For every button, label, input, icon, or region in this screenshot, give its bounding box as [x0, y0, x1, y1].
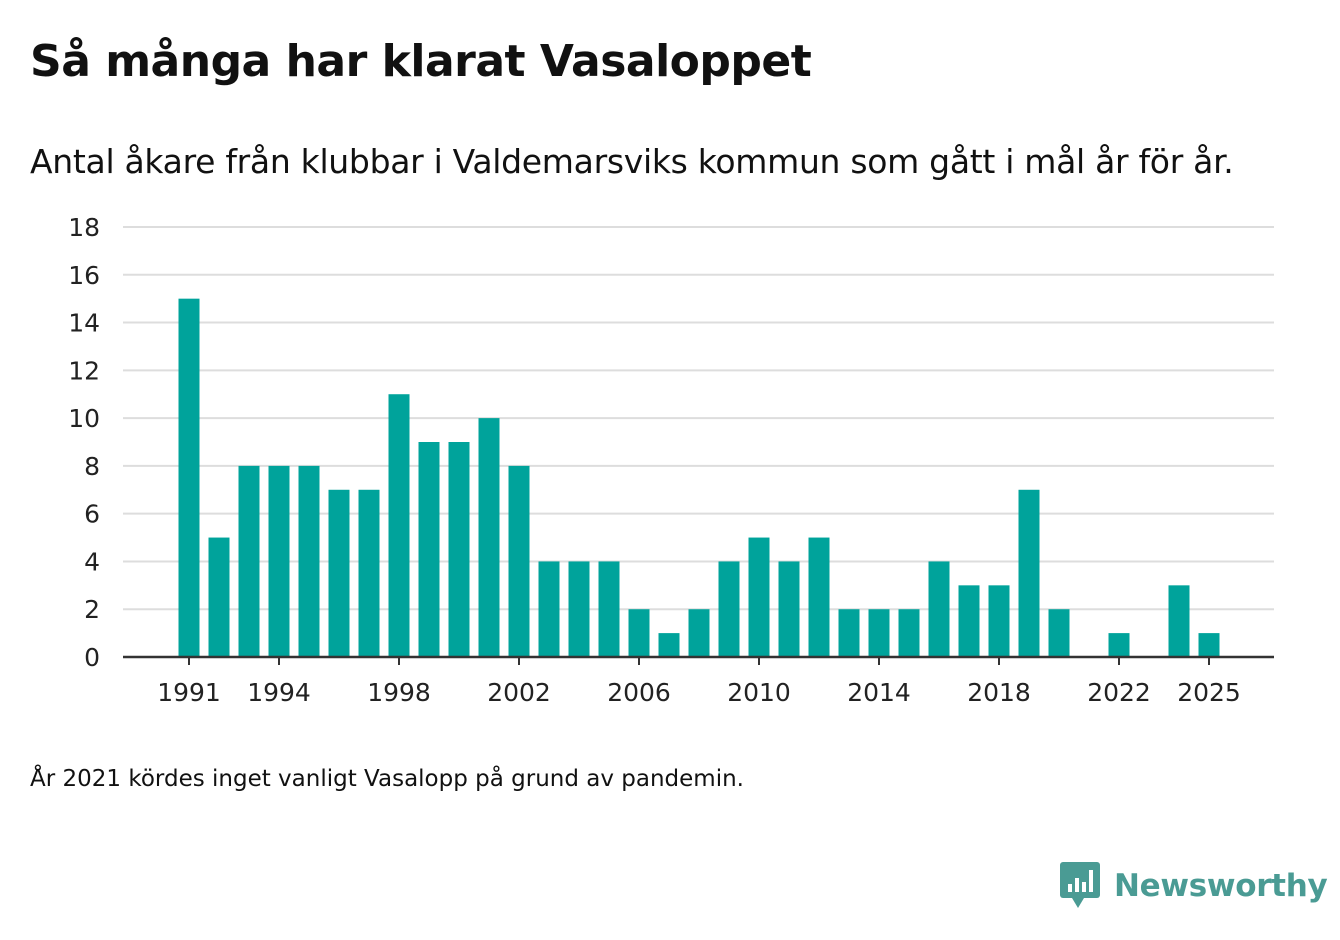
y-tick-label: 2 — [84, 595, 100, 624]
gridlines — [123, 226, 1274, 611]
bar-2015 — [898, 609, 920, 657]
x-tick-label: 2014 — [847, 678, 911, 707]
bar-2018 — [988, 585, 1010, 657]
x-tick-label: 2006 — [607, 678, 671, 707]
x-tick-label: 2022 — [1087, 678, 1151, 707]
chart-title: Så många har klarat Vasaloppet — [30, 36, 812, 87]
bar-1992 — [208, 537, 230, 657]
bar-chart: 0 2 4 6 8 10 12 14 16 18 1991 1994 1998 2002 2006 2010 2… — [68, 213, 1274, 707]
bar-1995 — [298, 465, 320, 657]
bar-2024 — [1168, 585, 1190, 657]
y-tick-label: 18 — [68, 213, 100, 242]
bar-2004 — [568, 561, 590, 657]
bar-2011 — [778, 561, 800, 657]
bar-1997 — [358, 489, 380, 657]
bar-2013 — [838, 609, 860, 657]
bar-1996 — [328, 489, 350, 657]
bar-2016 — [928, 561, 950, 657]
bar-2007 — [658, 633, 680, 657]
bar-2014 — [868, 609, 890, 657]
x-tick-label: 1998 — [367, 678, 431, 707]
axes: 0 2 4 6 8 10 12 14 16 18 1991 1994 1998 2002 2006 2010 2… — [68, 213, 1274, 707]
brand-name: Newsworthy — [1114, 868, 1328, 904]
bar-2008 — [688, 609, 710, 657]
x-tick-label: 2010 — [727, 678, 791, 707]
chart-footnote: År 2021 kördes inget vanligt Vasalopp på… — [30, 766, 744, 792]
bar-2009 — [718, 561, 740, 657]
x-tick-label: 1994 — [247, 678, 311, 707]
y-tick-label: 16 — [68, 261, 100, 290]
newsworthy-logo-icon — [1060, 862, 1100, 908]
y-tick-label: 14 — [68, 309, 100, 338]
bar-1998 — [388, 394, 410, 657]
bar-2005 — [598, 561, 620, 657]
bar-1999 — [418, 442, 440, 657]
bar-2000 — [448, 442, 470, 657]
bar-2001 — [478, 418, 500, 657]
bar-2012 — [808, 537, 830, 657]
bars — [178, 298, 1220, 657]
bar-1991 — [178, 298, 200, 657]
y-tick-label: 4 — [84, 547, 100, 576]
x-tick-label: 1991 — [157, 678, 221, 707]
y-tick-label: 10 — [68, 404, 100, 433]
bar-2003 — [538, 561, 560, 657]
bar-1993 — [238, 465, 260, 657]
x-tick-label: 2018 — [967, 678, 1031, 707]
bar-2017 — [958, 585, 980, 657]
y-tick-label: 6 — [84, 500, 100, 529]
bar-2002 — [508, 465, 530, 657]
y-tick-label: 0 — [84, 643, 100, 672]
bar-2019 — [1018, 489, 1040, 657]
y-tick-label: 8 — [84, 452, 100, 481]
bar-2022 — [1108, 633, 1130, 657]
brand-logo: Newsworthy — [1060, 860, 1328, 912]
chart-subtitle: Antal åkare från klubbar i Valdemarsviks… — [30, 142, 1234, 181]
bar-2010 — [748, 537, 770, 657]
x-tick-label: 2002 — [487, 678, 551, 707]
bar-1994 — [268, 465, 290, 657]
bar-2006 — [628, 609, 650, 657]
bar-2020 — [1048, 609, 1070, 657]
y-tick-label: 12 — [68, 356, 100, 385]
x-tick-label: 2025 — [1177, 678, 1241, 707]
bar-2025 — [1198, 633, 1220, 657]
